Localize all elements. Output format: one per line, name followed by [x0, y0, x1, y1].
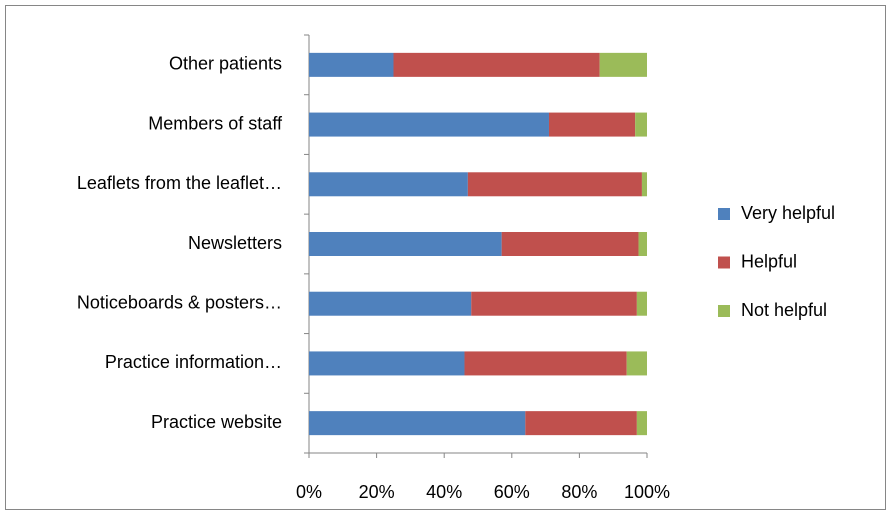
y-tick-label: Practice information…	[105, 352, 282, 372]
x-tick-label: 40%	[426, 482, 462, 502]
x-tick-label: 80%	[561, 482, 597, 502]
bar-segment	[626, 351, 647, 376]
y-tick-label: Leaflets from the leaflet…	[77, 173, 282, 193]
bar-segment	[464, 351, 627, 376]
legend-label: Helpful	[741, 251, 797, 271]
bar-segment	[471, 291, 637, 316]
bar-segment	[309, 351, 465, 376]
bar-segment	[309, 291, 472, 316]
bar-segment	[635, 112, 647, 137]
bar-segment	[636, 291, 647, 316]
y-tick-label: Members of staff	[148, 113, 283, 133]
x-tick-label: 100%	[624, 482, 670, 502]
legend-swatch	[718, 305, 730, 317]
bar-segment	[467, 172, 642, 197]
y-tick-label: Other patients	[169, 54, 282, 74]
legend-swatch	[718, 208, 730, 220]
bar-segment	[599, 52, 647, 77]
bar-segment	[636, 411, 647, 436]
bar-segment	[309, 232, 502, 256]
y-tick-label: Newsletters	[188, 233, 282, 253]
bar-segment	[309, 52, 394, 77]
bar-segment	[525, 411, 637, 436]
x-tick-label: 60%	[494, 482, 530, 502]
bar-segment	[501, 232, 639, 256]
bar-segment	[548, 112, 636, 137]
legend-label: Very helpful	[741, 203, 835, 223]
legend-label: Not helpful	[741, 300, 827, 320]
bar-segment	[638, 232, 647, 256]
bar-segment	[309, 411, 526, 436]
bar-segment	[641, 172, 647, 197]
bar-segment	[393, 52, 600, 77]
bar-segment	[309, 172, 468, 197]
y-tick-label: Practice website	[151, 412, 282, 432]
legend-swatch	[718, 256, 730, 269]
x-tick-label: 20%	[359, 482, 395, 502]
x-tick-label: 0%	[296, 482, 322, 502]
y-tick-label: Noticeboards & posters…	[77, 292, 282, 312]
bar-segment	[309, 112, 549, 137]
